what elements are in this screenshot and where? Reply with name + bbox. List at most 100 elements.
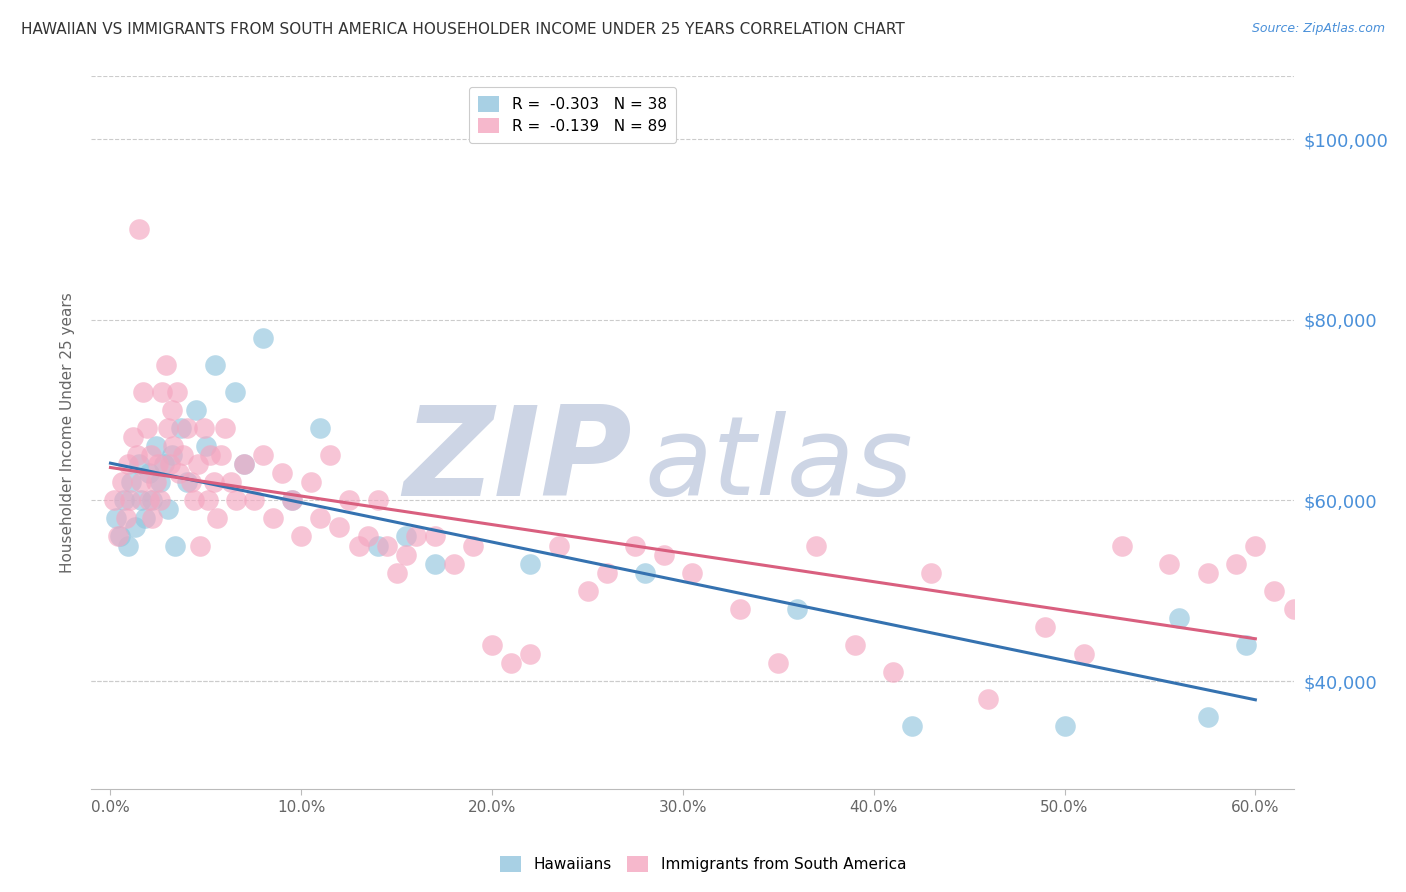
Point [395, 529, 418, 543]
Point [271, 467, 294, 481]
Point [194, 439, 217, 453]
Point [193, 421, 215, 435]
Point [128, 222, 150, 236]
Point [280, 493, 302, 508]
Point [443, 557, 465, 571]
Point [252, 331, 274, 345]
Point [1234, 638, 1257, 652]
Point [367, 539, 389, 553]
Point [1159, 557, 1181, 571]
Point [128, 457, 150, 471]
Point [167, 467, 190, 481]
Point [111, 475, 134, 490]
Point [155, 358, 177, 372]
Point [328, 520, 350, 534]
Point [150, 384, 173, 399]
Point [112, 493, 135, 508]
Point [134, 511, 156, 525]
Point [576, 583, 599, 598]
Point [1282, 601, 1305, 615]
Point [225, 493, 247, 508]
Point [198, 448, 221, 462]
Point [1197, 710, 1219, 724]
Point [124, 520, 146, 534]
Point [118, 493, 141, 508]
Point [290, 529, 312, 543]
Point [395, 548, 418, 562]
Point [309, 421, 332, 435]
Point [1197, 566, 1219, 580]
Point [347, 539, 370, 553]
Point [319, 448, 342, 462]
Point [204, 358, 226, 372]
Point [242, 493, 264, 508]
Point [183, 493, 205, 508]
Point [1168, 611, 1191, 625]
Point [337, 493, 360, 508]
Point [149, 493, 172, 508]
Point [1225, 557, 1247, 571]
Point [1244, 539, 1267, 553]
Point [375, 539, 398, 553]
Point [977, 692, 1000, 706]
Point [138, 467, 160, 481]
Point [107, 529, 129, 543]
Point [806, 539, 828, 553]
Legend: R =  -0.303   N = 38, R =  -0.139   N = 89: R = -0.303 N = 38, R = -0.139 N = 89 [468, 87, 676, 143]
Point [108, 529, 131, 543]
Point [176, 421, 198, 435]
Point [160, 403, 183, 417]
Point [156, 502, 179, 516]
Point [129, 475, 152, 490]
Point [146, 457, 169, 471]
Point [127, 448, 149, 462]
Text: Source: ZipAtlas.com: Source: ZipAtlas.com [1251, 22, 1385, 36]
Point [202, 475, 225, 490]
Point [141, 511, 163, 525]
Point [501, 656, 523, 670]
Point [768, 656, 790, 670]
Text: ZIP: ZIP [404, 401, 633, 522]
Point [786, 601, 808, 615]
Point [162, 439, 184, 453]
Point [160, 448, 183, 462]
Point [624, 539, 647, 553]
Point [156, 421, 179, 435]
Point [153, 457, 176, 471]
Point [122, 430, 145, 444]
Text: HAWAIIAN VS IMMIGRANTS FROM SOUTH AMERICA HOUSEHOLDER INCOME UNDER 25 YEARS CORR: HAWAIIAN VS IMMIGRANTS FROM SOUTH AMERIC… [21, 22, 905, 37]
Point [233, 457, 256, 471]
Point [172, 448, 194, 462]
Point [117, 457, 139, 471]
Point [103, 493, 125, 508]
Point [728, 601, 751, 615]
Point [423, 529, 446, 543]
Point [105, 511, 128, 525]
Point [224, 384, 246, 399]
Point [145, 439, 167, 453]
Point [197, 493, 219, 508]
Point [385, 566, 408, 580]
Point [1302, 566, 1324, 580]
Point [547, 539, 569, 553]
Point [262, 511, 284, 525]
Point [595, 566, 617, 580]
Legend: Hawaiians, Immigrants from South America: Hawaiians, Immigrants from South America [492, 848, 914, 880]
Point [652, 548, 675, 562]
Point [159, 457, 181, 471]
Point [214, 421, 236, 435]
Point [176, 475, 198, 490]
Point [309, 511, 332, 525]
Point [170, 421, 193, 435]
Point [367, 493, 389, 508]
Point [1263, 583, 1285, 598]
Point [188, 539, 211, 553]
Point [139, 448, 162, 462]
Text: atlas: atlas [644, 411, 912, 518]
Point [114, 511, 136, 525]
Point [1073, 647, 1095, 661]
Point [149, 475, 172, 490]
Point [219, 475, 242, 490]
Point [141, 493, 163, 508]
Point [120, 475, 143, 490]
